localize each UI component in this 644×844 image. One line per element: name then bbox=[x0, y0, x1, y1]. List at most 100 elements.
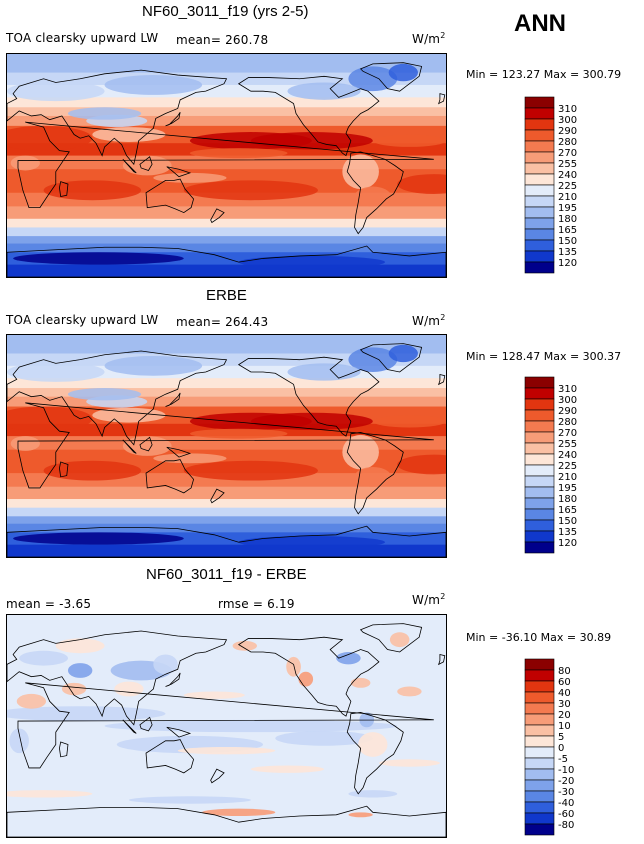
colorbar-swatch bbox=[524, 195, 555, 208]
field-patch bbox=[114, 681, 144, 697]
field-feature bbox=[104, 355, 203, 376]
coastline bbox=[359, 623, 423, 653]
colorbar-swatch bbox=[524, 757, 555, 770]
field-feature bbox=[92, 127, 166, 142]
colorbar-swatch bbox=[524, 173, 555, 186]
field-feature bbox=[397, 174, 446, 194]
colorbar-swatch bbox=[524, 812, 555, 825]
coastline bbox=[438, 373, 446, 386]
field-band bbox=[7, 436, 446, 451]
colorbar-swatch bbox=[524, 508, 555, 521]
coastline bbox=[122, 439, 137, 454]
field-patch bbox=[397, 686, 422, 697]
field-patch bbox=[348, 812, 373, 818]
colorbar-tick-label: 255 bbox=[558, 159, 577, 170]
colorbar-tick-label: 280 bbox=[558, 137, 577, 148]
colorbar-swatch bbox=[524, 442, 555, 455]
colorbar-swatch bbox=[524, 453, 555, 466]
panel-3-field bbox=[7, 615, 446, 837]
colorbar-swatch bbox=[524, 530, 555, 543]
field-feature bbox=[238, 255, 386, 269]
panel-2-map bbox=[6, 334, 447, 558]
colorbar-swatch bbox=[524, 217, 555, 230]
coastline bbox=[139, 716, 153, 732]
field-band bbox=[7, 335, 446, 354]
field-feature bbox=[354, 466, 392, 487]
colorbar-tick-label: 180 bbox=[558, 214, 577, 225]
colorbar-tick-label: -5 bbox=[558, 754, 568, 765]
panel-2-colorbar: 310 300 290 280 270 255 240 225 210 195 180 165 150 1… bbox=[524, 376, 584, 559]
coastline bbox=[7, 630, 228, 726]
field-patch bbox=[348, 790, 398, 798]
panel-1-units: W/m2 bbox=[412, 31, 446, 46]
field-feature bbox=[7, 406, 93, 432]
field-patch bbox=[19, 650, 68, 666]
coastline bbox=[237, 636, 380, 717]
colorbar-swatch bbox=[524, 250, 555, 263]
colorbar-swatch bbox=[524, 129, 555, 142]
coastline bbox=[166, 166, 192, 178]
panel-3-map bbox=[6, 614, 447, 838]
coastline bbox=[210, 208, 225, 224]
coastline bbox=[17, 402, 434, 489]
field-feature bbox=[189, 148, 288, 159]
field-feature bbox=[287, 363, 361, 381]
colorbar-tick-label: 270 bbox=[558, 148, 577, 159]
coastline bbox=[7, 805, 446, 837]
colorbar-swatch bbox=[524, 398, 555, 411]
colorbar-tick-label: 150 bbox=[558, 236, 577, 247]
colorbar-swatch bbox=[524, 486, 555, 499]
field-band bbox=[7, 236, 446, 245]
panel-3-mean: mean = -3.65 bbox=[6, 597, 92, 611]
coastline bbox=[122, 719, 137, 734]
field-patch bbox=[9, 728, 29, 754]
coastline bbox=[210, 488, 225, 504]
field-patch bbox=[202, 808, 276, 817]
colorbar-swatch bbox=[524, 519, 555, 532]
colorbar-swatch bbox=[524, 140, 555, 153]
coastline bbox=[145, 459, 195, 494]
coastline bbox=[359, 62, 423, 92]
field-feature bbox=[348, 66, 398, 92]
colorbar-tick-label: 240 bbox=[558, 450, 577, 461]
field-band bbox=[7, 516, 446, 525]
field-patch bbox=[61, 682, 87, 696]
field-patch bbox=[350, 677, 371, 688]
colorbar-tick-label: 30 bbox=[558, 699, 571, 710]
colorbar-tick-label: 120 bbox=[558, 258, 577, 269]
field-patch bbox=[232, 640, 257, 651]
field-band bbox=[7, 115, 446, 127]
field-band bbox=[7, 155, 446, 170]
colorbar-tick-label: 300 bbox=[558, 395, 577, 406]
field-feature bbox=[13, 532, 184, 545]
colorbar-tick-label: 135 bbox=[558, 247, 577, 258]
field-patch bbox=[298, 671, 314, 687]
colorbar-tick-label: 310 bbox=[558, 384, 577, 395]
field-feature bbox=[342, 434, 379, 470]
colorbar-swatch bbox=[524, 823, 555, 836]
season-label: ANN bbox=[514, 10, 566, 37]
colorbar-tick-label: 225 bbox=[558, 181, 577, 192]
coastline bbox=[139, 436, 153, 452]
colorbar-tick-label: 310 bbox=[558, 104, 577, 115]
colorbar-tick-label: 165 bbox=[558, 225, 577, 236]
colorbar-swatch bbox=[524, 497, 555, 510]
field-bands bbox=[7, 615, 446, 837]
field-feature bbox=[189, 428, 288, 439]
colorbar-swatch bbox=[524, 658, 555, 671]
field-patch bbox=[16, 693, 47, 709]
field-feature bbox=[92, 407, 166, 423]
field-band bbox=[7, 388, 446, 398]
field-patch bbox=[128, 796, 251, 804]
colorbar-tick-label: 120 bbox=[558, 538, 577, 549]
field-band bbox=[7, 54, 446, 74]
coastline bbox=[210, 768, 225, 784]
colorbar-tick-label: 270 bbox=[558, 428, 577, 439]
colorbar-swatch bbox=[524, 801, 555, 814]
coastline bbox=[346, 432, 404, 515]
colorbar-tick-label: 255 bbox=[558, 439, 577, 450]
field-patch bbox=[378, 759, 440, 767]
coastlines bbox=[7, 62, 446, 277]
colorbar-tick-label: -10 bbox=[558, 765, 574, 776]
field-feature bbox=[372, 415, 446, 428]
